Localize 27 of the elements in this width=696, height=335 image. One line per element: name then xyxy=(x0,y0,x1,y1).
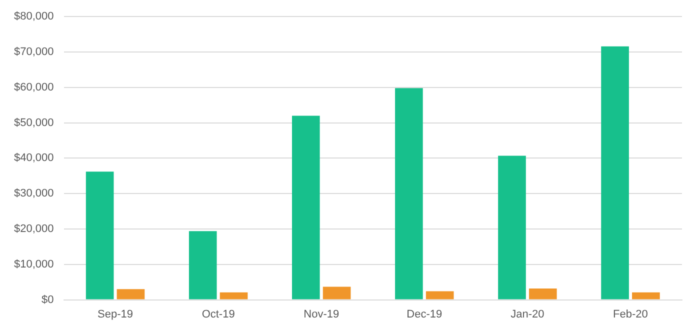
x-tick-label: Sep-19 xyxy=(98,308,134,320)
bar xyxy=(632,292,660,300)
y-tick-label: $60,000 xyxy=(14,81,54,94)
bar xyxy=(292,116,320,300)
bar xyxy=(86,172,114,300)
x-tick-label: Jan-20 xyxy=(510,308,544,320)
bar xyxy=(220,292,248,300)
x-tick-label: Dec-19 xyxy=(406,308,442,320)
bar xyxy=(322,286,351,300)
y-tick-label: $0 xyxy=(42,294,54,306)
y-tick-label: $70,000 xyxy=(14,46,54,58)
bar xyxy=(498,156,526,300)
y-tick-label: $80,000 xyxy=(14,10,54,23)
bar xyxy=(426,291,454,300)
y-tick-label: $30,000 xyxy=(14,188,54,200)
y-tick-label: $20,000 xyxy=(14,223,54,236)
x-tick-label: Feb-20 xyxy=(613,308,648,320)
bar xyxy=(188,231,217,300)
y-tick-label: $10,000 xyxy=(14,258,54,270)
x-tick-label: Nov-19 xyxy=(304,308,340,320)
bar xyxy=(528,288,557,300)
bar xyxy=(601,46,629,300)
y-tick-label: $40,000 xyxy=(14,152,54,164)
bar xyxy=(395,88,423,300)
x-tick-label: Oct-19 xyxy=(202,308,235,320)
y-tick-label: $50,000 xyxy=(14,116,54,129)
bar xyxy=(116,289,145,300)
